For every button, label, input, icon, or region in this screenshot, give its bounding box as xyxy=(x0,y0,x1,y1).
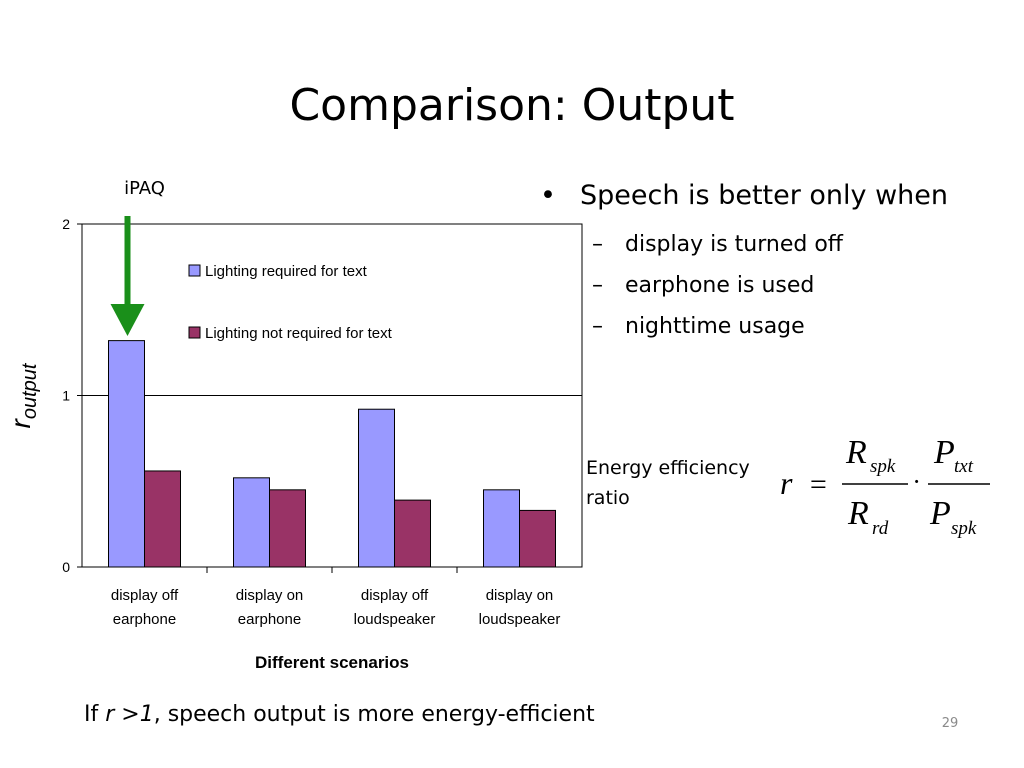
legend: Lighting required for text Lighting not r… xyxy=(188,263,393,342)
bar-lighting-not-required xyxy=(269,489,306,568)
sub-bullet-glyph: – xyxy=(592,314,603,339)
axes: 0 1 2 display off earphone display on earphone… xyxy=(5,216,560,672)
formula-den1: R xyxy=(847,495,869,532)
bar-lighting-not-required xyxy=(519,509,556,568)
bar-lighting-required xyxy=(483,489,520,568)
formula-den2: P xyxy=(929,495,951,532)
sub-bullet-text: nighttime usage xyxy=(625,314,805,339)
x-axis-label: Different scenarios xyxy=(255,653,409,672)
formula-den1-sub: rd xyxy=(872,518,889,539)
bar-chart: 0 1 2 display off earphone display on earphone… xyxy=(5,178,583,672)
y-tick-label: 1 xyxy=(62,388,70,404)
formula-num1: R xyxy=(845,434,867,471)
footer-condition: r >1 xyxy=(105,702,154,727)
sub-bullet-glyph: – xyxy=(592,273,603,298)
bullet-glyph: • xyxy=(540,180,556,211)
sub-bullet-item: – display is turned off xyxy=(540,224,1010,265)
bullet-list: • Speech is better only when – display i… xyxy=(540,178,1010,347)
formula-num1-sub: spk xyxy=(870,456,896,477)
efficiency-label-line1: Energy efficiency xyxy=(586,457,750,479)
legend-label: Lighting not required for text xyxy=(205,325,393,342)
ipaq-label: iPAQ xyxy=(124,178,165,199)
sub-bullet-text: earphone is used xyxy=(625,273,815,298)
sub-bullet-item: – earphone is used xyxy=(540,265,1010,306)
formula-num2: P xyxy=(933,434,955,471)
slide-title: Comparison: Output xyxy=(289,80,735,131)
bars xyxy=(108,340,556,568)
y-axis-label: routput xyxy=(5,362,41,428)
footer-note: If r >1, speech output is more energy-ef… xyxy=(84,700,595,730)
x-tick-label: earphone xyxy=(113,611,176,628)
sub-bullet-item: – nighttime usage xyxy=(540,306,1010,347)
y-tick-label: 2 xyxy=(62,216,70,232)
x-tick-label: display on xyxy=(486,587,554,604)
efficiency-label-line2: ratio xyxy=(586,487,630,509)
legend-label: Lighting required for text xyxy=(205,263,368,280)
bar-lighting-required xyxy=(358,408,395,568)
bar-lighting-not-required xyxy=(144,470,181,568)
legend-swatch xyxy=(188,326,201,339)
formula-den2-sub: spk xyxy=(951,518,977,539)
x-tick-label: display on xyxy=(236,587,304,604)
y-tick-label: 0 xyxy=(62,559,70,575)
bar-lighting-required xyxy=(233,477,270,568)
bar-lighting-required xyxy=(108,340,145,568)
formula-num2-sub: txt xyxy=(954,456,974,477)
x-tick-label: earphone xyxy=(238,611,301,628)
bullet-main: • Speech is better only when xyxy=(540,178,1010,214)
x-tick-label: loudspeaker xyxy=(479,611,561,628)
sub-bullet-text: display is turned off xyxy=(625,232,843,257)
efficiency-formula: r = R spk R rd · P txt P spk xyxy=(780,434,990,539)
ipaq-annotation: iPAQ xyxy=(110,178,165,336)
footer-suffix: , speech output is more energy-efficient xyxy=(153,702,595,727)
x-tick-label: display off xyxy=(111,587,179,604)
legend-swatch xyxy=(188,264,201,277)
sub-bullet-list: – display is turned off – earphone is us… xyxy=(540,224,1010,347)
formula-lhs: r xyxy=(780,465,793,501)
page-number: 29 xyxy=(941,716,959,731)
footer-prefix: If xyxy=(84,702,106,727)
formula-equals: = xyxy=(808,468,828,501)
x-tick-label: loudspeaker xyxy=(354,611,436,628)
sub-bullet-glyph: – xyxy=(592,232,603,257)
y-axis-label-main: r xyxy=(5,417,36,428)
bar-lighting-not-required xyxy=(394,499,431,568)
formula-dot: · xyxy=(913,467,920,496)
bullet-main-text: Speech is better only when xyxy=(580,180,949,211)
x-tick-label: display off xyxy=(361,587,429,604)
arrow-shaft xyxy=(124,216,131,306)
y-axis-label-sub: output xyxy=(19,362,41,419)
efficiency-label: Energy efficiency ratio xyxy=(586,453,776,513)
arrow-head xyxy=(110,304,145,336)
